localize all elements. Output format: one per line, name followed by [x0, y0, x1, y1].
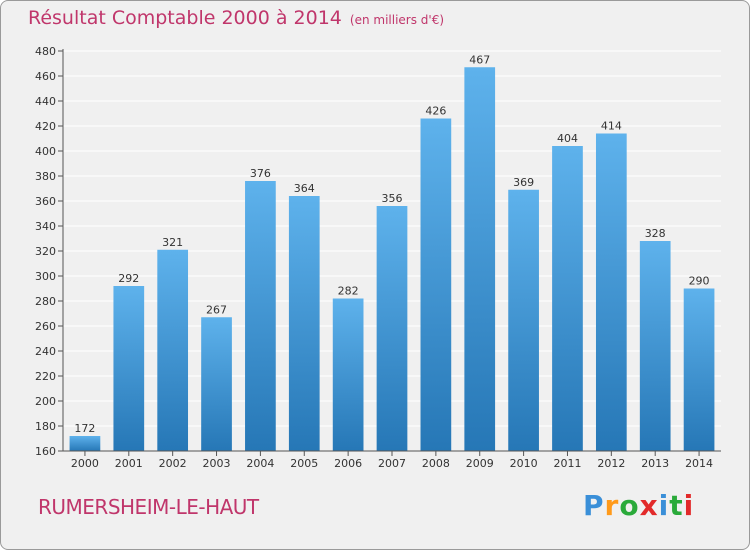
x-tick-label: 2010 [510, 457, 538, 470]
y-tick-label: 400 [35, 145, 56, 158]
x-tick-label: 2013 [641, 457, 669, 470]
bar [464, 67, 496, 451]
x-tick-label: 2004 [246, 457, 274, 470]
data-label: 467 [469, 53, 490, 66]
x-tick-label: 2011 [553, 457, 581, 470]
y-tick-label: 320 [35, 245, 56, 258]
data-label: 321 [162, 236, 183, 249]
commune-name: RUMERSHEIM-LE-HAUT [38, 495, 259, 519]
y-tick-label: 260 [35, 320, 56, 333]
labels: 160 180 200 220 240 260 280 300 320 340 360 380 400 4… [35, 45, 713, 470]
data-label: 267 [206, 303, 227, 316]
bar [201, 317, 232, 451]
data-label: 290 [689, 275, 710, 288]
axes [58, 49, 721, 456]
chart-unit: (en milliers d'€) [349, 13, 445, 27]
y-tick-label: 200 [35, 395, 56, 408]
y-tick-label: 360 [35, 195, 56, 208]
x-tick-label: 2002 [159, 457, 187, 470]
bar [639, 241, 671, 451]
x-tick-label: 2006 [334, 457, 362, 470]
y-tick-label: 480 [35, 45, 56, 58]
bar [683, 288, 715, 451]
bar [420, 118, 452, 451]
bar [113, 286, 145, 451]
bar [376, 206, 408, 451]
data-label: 426 [425, 105, 446, 118]
x-tick-label: 2005 [290, 457, 318, 470]
bar [552, 146, 583, 451]
y-tick-label: 280 [35, 295, 56, 308]
logo-letter: r [604, 489, 620, 522]
data-label: 414 [601, 120, 622, 133]
bar [245, 181, 276, 451]
logo-letter: i [658, 489, 670, 522]
x-tick-label: 2000 [71, 457, 99, 470]
x-tick-label: 2008 [422, 457, 450, 470]
logo-letter: i [683, 489, 695, 522]
data-label: 369 [513, 176, 534, 189]
x-tick-label: 2007 [378, 457, 406, 470]
chart-title: Résultat Comptable 2000 à 2014 (en millie… [28, 7, 444, 29]
x-tick-label: 2014 [685, 457, 713, 470]
x-tick-label: 2001 [115, 457, 143, 470]
x-tick-label: 2012 [597, 457, 625, 470]
bars [69, 67, 715, 451]
y-tick-label: 380 [35, 170, 56, 183]
x-tick-label: 2003 [203, 457, 231, 470]
data-label: 282 [338, 285, 359, 298]
logo-letter: t [669, 489, 684, 522]
logo-letter: o [619, 489, 640, 522]
bar [595, 133, 627, 451]
data-label: 404 [557, 132, 578, 145]
bar [69, 436, 101, 451]
x-tick-label: 2009 [466, 457, 494, 470]
data-label: 172 [74, 422, 95, 435]
bar [332, 298, 364, 451]
data-label: 292 [118, 272, 139, 285]
data-label: 376 [250, 167, 271, 180]
y-tick-label: 160 [35, 445, 56, 458]
data-label: 328 [645, 227, 666, 240]
data-label: 364 [294, 182, 315, 195]
logo-letter: P [583, 489, 605, 522]
proxiti-logo[interactable]: Proxiti [583, 489, 694, 522]
y-tick-label: 340 [35, 220, 56, 233]
logo-letter: x [639, 489, 659, 522]
y-tick-label: 220 [35, 370, 56, 383]
y-tick-label: 300 [35, 270, 56, 283]
bar [508, 189, 539, 451]
chart-title-text: Résultat Comptable 2000 à 2014 [28, 7, 342, 29]
data-label: 356 [382, 192, 403, 205]
y-tick-label: 420 [35, 120, 56, 133]
bar [157, 249, 189, 451]
bar [288, 196, 320, 451]
y-tick-label: 440 [35, 95, 56, 108]
y-tick-label: 240 [35, 345, 56, 358]
y-tick-label: 180 [35, 420, 56, 433]
y-tick-label: 460 [35, 70, 56, 83]
